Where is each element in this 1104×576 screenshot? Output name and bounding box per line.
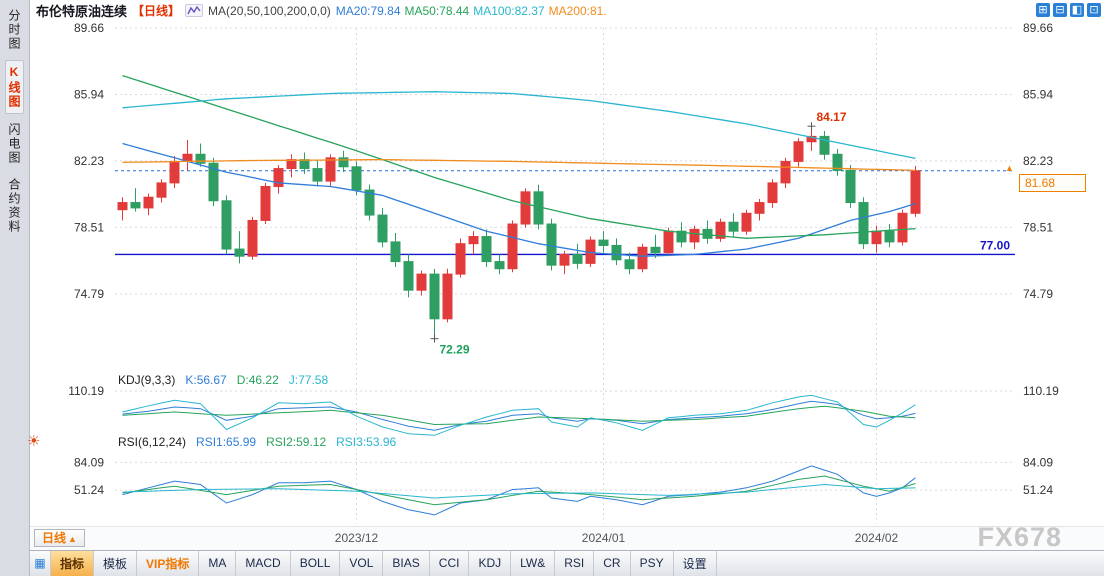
x-axis-label: 2023/12 [334, 531, 379, 546]
x-axis-label: 2024/01 [581, 531, 626, 546]
candles-layer [117, 126, 921, 340]
ma-line-ma20 [122, 143, 916, 258]
kdj-title: KDJ(9,3,3) [118, 373, 176, 388]
axis-labels: 89.66 89.66 85.94 85.94 82.23 82.23 78.51 78.51… [74, 21, 1053, 301]
rsi-title: RSI(6,12,24) [118, 435, 187, 450]
bottom-tab-0[interactable]: 指标 [51, 550, 95, 576]
sidebar-tab-kline-chart[interactable]: K线图 [5, 60, 24, 114]
kdj-j-value: J:77.58 [288, 373, 329, 388]
layout-single-icon[interactable]: ⊡ [1087, 3, 1101, 17]
ma-line-ma200 [122, 159, 916, 172]
ma-indicator-icon[interactable] [185, 4, 204, 18]
bottom-tab-6[interactable]: VOL [340, 550, 384, 576]
annotation-72.29: 72.29 [440, 343, 470, 357]
bottom-tab-2[interactable]: VIP指标 [137, 550, 200, 576]
ma100-value: MA100:82.37 [473, 3, 545, 18]
ma-lines [122, 75, 916, 258]
period-up-arrow-icon: ▲ [68, 534, 77, 545]
layout-grid-icon[interactable]: ⊞ [1036, 3, 1050, 17]
layout-left-pane-icon[interactable]: ◧ [1070, 3, 1084, 17]
rsi-header: RSI(6,12,24) RSI1:65.99 RSI2:59.12 RSI3:… [118, 435, 397, 450]
bottom-tab-4[interactable]: MACD [236, 550, 291, 576]
x-axis-label: 2024/02 [854, 531, 899, 546]
svg-text:110.19: 110.19 [1023, 384, 1059, 398]
svg-text:51.24: 51.24 [1023, 484, 1053, 498]
grid-layer [115, 27, 1015, 525]
bottom-tab-1[interactable]: 模板 [94, 550, 138, 576]
kdj-line-d [122, 406, 916, 426]
kdj-header: KDJ(9,3,3) K:56.67 D:46.22 J:77.58 [118, 373, 329, 388]
period-selector[interactable]: 日线 ▲ [34, 529, 85, 548]
ma20-value: MA20:79.84 [335, 3, 401, 18]
kdj-k-value: K:56.67 [185, 373, 227, 388]
sidebar-tab-lightning-chart[interactable]: 闪电图 [7, 123, 21, 165]
price-up-arrow-icon: ▲ [1005, 163, 1014, 174]
svg-text:74.79: 74.79 [1023, 287, 1053, 301]
date-axis: 日线 ▲ 2023/12 2024/01 2024/02 [30, 526, 1104, 550]
svg-text:78.51: 78.51 [74, 221, 104, 235]
svg-text:82.23: 82.23 [1023, 154, 1053, 168]
svg-text:89.66: 89.66 [1023, 21, 1053, 35]
bottom-tab-13[interactable]: PSY [631, 550, 674, 576]
chart-area: 89.66 89.66 85.94 85.94 82.23 82.23 78.51 78.51… [30, 21, 1104, 526]
rsi-line-rsi2 [122, 475, 916, 506]
rsi2-value: RSI2:59.12 [266, 435, 327, 450]
rsi1-value: RSI1:65.99 [196, 435, 257, 450]
bottom-tab-10[interactable]: LW& [511, 550, 556, 576]
bottom-tab-8[interactable]: CCI [430, 550, 470, 576]
svg-text:82.23: 82.23 [74, 154, 104, 168]
bottom-tab-7[interactable]: BIAS [383, 550, 430, 576]
kdj-line-j [122, 395, 916, 437]
svg-text:84.09: 84.09 [1023, 456, 1053, 470]
main-panel: 布伦特原油连续 【日线】 MA(20,50,100,200,0,0) MA20:… [30, 0, 1104, 576]
ma200-value: MA200:81. [548, 3, 607, 18]
period-label: 日线 [42, 531, 67, 546]
ma-values: MA20:79.84 MA50:78.44 MA100:82.37 MA200:81. [336, 4, 611, 18]
svg-text:51.24: 51.24 [74, 484, 104, 498]
rsi-line-rsi1 [122, 465, 916, 516]
chart-header: 布伦特原油连续 【日线】 MA(20,50,100,200,0,0) MA20:… [30, 0, 1104, 21]
ma50-value: MA50:78.44 [404, 3, 470, 18]
watermark: FX678 [977, 522, 1062, 552]
layout-split-icon[interactable]: ⊟ [1053, 3, 1067, 17]
bottom-tab-5[interactable]: BOLL [291, 550, 341, 576]
bottom-tab-12[interactable]: CR [594, 550, 631, 576]
indicator-tab-bar: ▦ 指标 模板 VIP指标 MA MACD BOLL VOL BIAS CCI KDJ LW& RSI… [30, 549, 1104, 576]
rsi-line-rsi3 [122, 484, 916, 499]
ma-settings-label: MA(20,50,100,200,0,0) [208, 3, 331, 18]
bottom-tab-14[interactable]: 设置 [674, 550, 717, 576]
bottom-tab-11[interactable]: RSI [555, 550, 595, 576]
sidebar-tab-contract-info[interactable]: 合约资料 [7, 178, 21, 234]
sidebar-tab-time-chart[interactable]: 分时图 [7, 9, 21, 51]
kdj-panel: 110.19 110.19 [68, 384, 1059, 437]
theme-sun-icon[interactable]: ☀ [27, 433, 41, 450]
last-price-tag: 81.68 [1019, 174, 1086, 193]
svg-text:77.00: 77.00 [980, 239, 1010, 253]
rsi-panel: 84.09 84.09 51.24 51.24 [74, 456, 1053, 516]
annotation-84.17: 84.17 [817, 111, 847, 125]
kdj-d-value: D:46.22 [236, 373, 279, 388]
chart-canvas[interactable]: 89.66 89.66 85.94 85.94 82.23 82.23 78.51 78.51… [30, 21, 1104, 526]
left-sidebar: 分时图 K线图闪电图合约资料 [0, 0, 30, 576]
period-tag: 【日线】 [132, 4, 181, 19]
bottom-tab-9[interactable]: KDJ [469, 550, 512, 576]
instrument-title: 布伦特原油连续 [36, 4, 128, 20]
svg-text:84.09: 84.09 [74, 456, 104, 470]
bottom-tab-3[interactable]: MA [199, 550, 237, 576]
svg-text:89.66: 89.66 [74, 21, 104, 35]
rsi3-value: RSI3:53.96 [336, 435, 397, 450]
window-controls: ⊞ ⊟ ◧ ⊡ [1036, 3, 1101, 17]
indicator-list-icon[interactable]: ▦ [30, 550, 51, 576]
ma-line-ma50 [122, 75, 916, 240]
svg-text:78.51: 78.51 [1023, 221, 1053, 235]
svg-text:110.19: 110.19 [68, 384, 104, 398]
kdj-line-k [122, 401, 916, 432]
svg-text:74.79: 74.79 [74, 287, 104, 301]
ma-line-ma100 [122, 91, 916, 160]
svg-text:85.94: 85.94 [74, 88, 104, 102]
svg-text:85.94: 85.94 [1023, 88, 1053, 102]
